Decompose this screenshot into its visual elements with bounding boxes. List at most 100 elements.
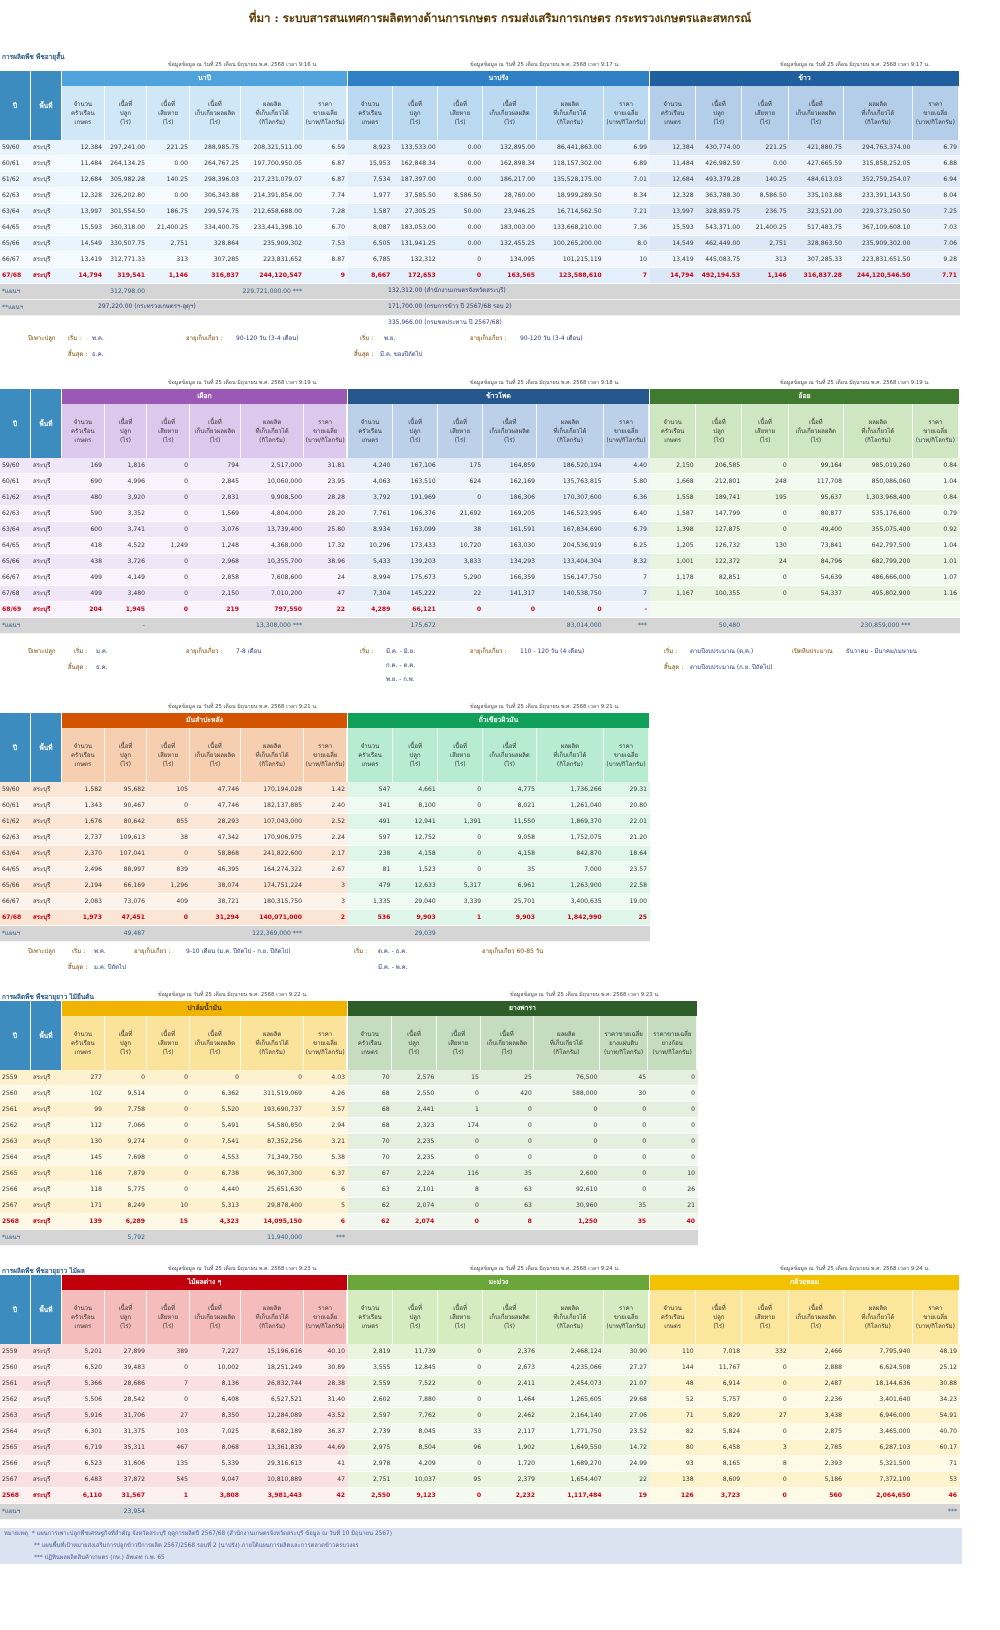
stamp-row: ข้อมูลข้อมูล ณ วันที่ 25 เดือน มิถุนายน … [0,60,960,71]
category-label: การผลิตพืช พืชอายุยาว ไม้ผล [2,1267,85,1275]
column-header: เนื้อที่ เสียหาย (ไร่) [147,404,190,458]
data-cell: 221.25 [166,144,188,151]
data-cell: 4,240 [372,462,391,469]
plan-cell [538,1504,605,1519]
data-cell: 0 [691,1154,695,1161]
plan-cell [790,284,845,299]
table-row: 2,370 107,041 0 58,868 241,822,600 2.17 [62,846,348,862]
plan-cell [484,926,538,941]
data-cell: 4,522 [127,542,145,549]
data-cell: 35 [638,1202,647,1209]
data-cell: 2.52 [331,818,345,825]
data-cell: 13,419 [672,256,694,263]
column-header: จำนวน ครัวเรือน เกษตร [62,404,105,458]
table-row: 1,398 127,875 0 49,400 355,075,400 0.92 [650,522,960,538]
plan-cell [538,284,605,299]
plan-row [348,284,650,300]
data-cell: 26 [687,1186,695,1193]
footnote: หมายเหตุ * แผนการเพาะปลูกพืชเศรษฐกิจที่สำ… [0,1528,962,1540]
plan-cell [439,1504,484,1519]
table-row: 8,934 163,099 38 161,591 167,834,690 6.79 [348,522,650,538]
column-header: จำนวน ครัวเรือน เกษตร [62,1016,105,1070]
plan-cell: 175,672 [410,622,436,629]
data-cell: 2,224 [416,1170,435,1177]
data-cell: 10 [180,1202,188,1209]
data-cell: 1 [476,914,482,921]
data-cell: 140,538,750 [562,590,602,597]
data-cell: 7.01 [633,176,647,183]
data-cell: 1,587 [372,208,391,215]
data-cell: 2,462 [517,1412,536,1419]
data-cell: 0 [691,1122,695,1129]
column-header: เนื้อที่ ปลูก (ไร่) [696,1290,743,1344]
table-row: 479 12,633 5,317 6,961 1,263,900 22.58 [348,878,650,894]
plan-cell [348,618,393,633]
data-cell: 2,164,140 [570,1412,602,1419]
update-stamp: ข้อมูลข้อมูล ณ วันที่ 25 เดือน มิถุนายน … [158,992,308,998]
note-text: ปีเพาะปลูก [28,948,56,955]
table-row: 2564 สระบุรี [0,1424,62,1440]
data-cell: 8,249 [127,1202,145,1209]
table-row: 2,083 73,076 409 38,721 180,315,750 3 [62,894,348,910]
data-cell: 517,483.75 [807,224,843,231]
data-cell: 15 [179,1218,188,1225]
data-cell: 0 [782,1380,787,1387]
table-row: 6,110 31,567 1 3,808 3,981,443 42 [62,1488,348,1504]
data-cell: 31,294 [215,914,239,921]
data-cell: 241,822,600 [263,850,302,857]
data-cell: 170,906,975 [263,834,302,841]
data-cell: 10,355,700 [267,558,302,565]
plan-cell [62,1504,105,1519]
column-header: ผลผลิต ที่เก็บเกี่ยวได้ (กิโลกรัม) [537,404,604,458]
data-cell: 189,741 [714,494,741,501]
stamp-row: ข้อมูลข้อมูล ณ วันที่ 25 เดือน มิถุนายน … [0,702,650,713]
data-cell: 1,902 [517,1444,536,1451]
year-cell: 61/62 [2,494,20,501]
data-cell: 2,888 [824,1364,843,1371]
table-row: 64/65 สระบุรี [0,862,62,878]
data-cell: 6,527,521 [270,1396,302,1403]
table-row: 61/62 สระบุรี [0,490,62,506]
data-cell: 54,337 [820,590,843,597]
data-cell: 3 [341,882,345,889]
data-cell: 14,549 [672,240,694,247]
area-header: พื้นที่ [31,71,62,140]
data-cell: 17.32 [327,542,345,549]
plan-cell [439,618,484,633]
note-text: ธ.ค. [92,351,104,358]
data-cell: 0 [642,1122,647,1129]
column-headers: จำนวน ครัวเรือน เกษตร เนื้อที่ ปลูก (ไร่)… [650,404,960,458]
column-header: เนื้อที่ เสียหาย (ไร่) [438,728,484,782]
note-text: พ.ค. [92,335,104,342]
data-cell: 4,775 [517,786,536,793]
table-row: 1,676 80,642 855 28,293 107,043,000 2.52 [62,814,348,830]
data-cell: 330,507.75 [110,240,145,247]
column-headers: จำนวน ครัวเรือน เกษตร เนื้อที่ ปลูก (ไร่)… [62,728,348,782]
table-row: 1,205 126,732 130 73,841 642,797,500 1.04 [650,538,960,554]
data-cell: 146,523,995 [562,510,602,517]
data-cell: 166,359 [509,574,536,581]
data-cell: 1,263,900 [570,882,602,889]
plan-cell [191,1230,242,1245]
data-cell: 1,464 [517,1396,536,1403]
data-cell: 186,306 [509,494,536,501]
area-cell: สระบุรี [33,1364,51,1371]
data-cell: 2,517,000 [270,462,302,469]
note-text: เริ่ม : [72,948,86,955]
data-cell: 0 [477,866,482,873]
data-cell: 21 [687,1202,695,1209]
data-cell: 0.00 [467,224,482,231]
data-cell: 27.06 [629,1412,647,1419]
note-text: พ.ค. [94,948,106,955]
data-cell: 6,287,103 [879,1444,911,1451]
data-cell: 9,908,500 [270,494,302,501]
data-cell: 40.10 [327,1348,345,1355]
table-row: 68 2,323 174 0 0 0 0 [348,1118,698,1134]
data-cell: 492,194.53 [701,272,741,279]
data-cell: 0 [642,1186,647,1193]
data-cell: 1,649,550 [570,1444,602,1451]
data-cell: 29,316,613 [267,1460,302,1467]
data-cell: 10 [639,256,647,263]
data-cell: 6,505 [372,240,391,247]
data-cell: 7,372,100 [879,1476,911,1483]
